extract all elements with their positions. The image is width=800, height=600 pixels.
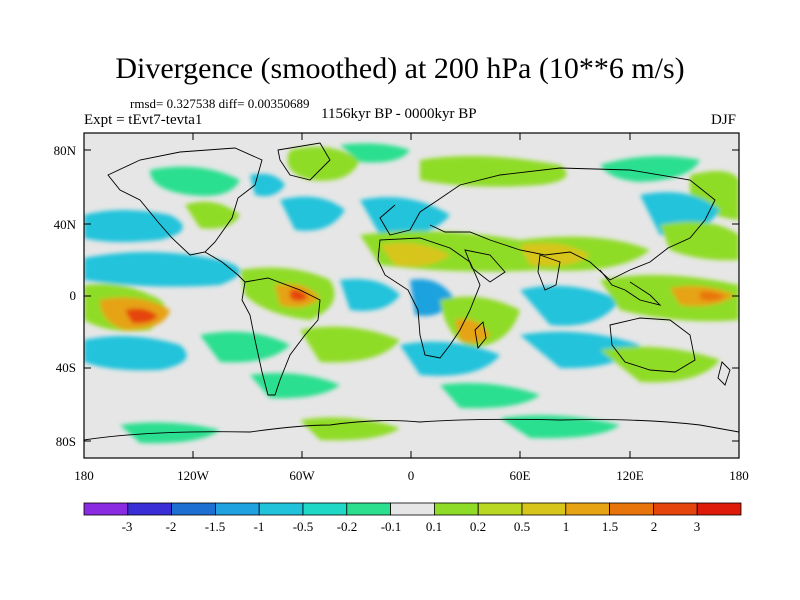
colorbar-swatch [565, 502, 610, 516]
field-patch [185, 201, 240, 229]
colorbar-swatch [302, 502, 348, 516]
coastline-india [537, 254, 561, 291]
field-patch [150, 166, 240, 196]
colorbar-label: 0.2 [470, 519, 486, 534]
field-patch [290, 289, 308, 301]
coastline-greenland [277, 142, 331, 181]
lon-label-60e: 60E [510, 468, 531, 483]
lon-label-120w: 120W [177, 468, 210, 483]
colorbar-swatch [653, 502, 698, 516]
colorbar [83, 502, 742, 516]
field-patch [600, 346, 720, 383]
experiment-label: Expt = tEvt7-tevta1 [84, 112, 203, 128]
colorbar-swatch [214, 502, 260, 516]
field-patch [84, 336, 187, 371]
field-patch [660, 221, 739, 261]
field-patch [200, 331, 290, 363]
colorbar-label: -0.5 [293, 519, 314, 534]
colorbar-label: -1.5 [205, 519, 226, 534]
coastline-central-america [204, 251, 246, 283]
colorbar-swatch [83, 502, 129, 516]
divergence-field [84, 142, 739, 444]
coastline-new-zealand [717, 361, 731, 386]
lon-label-180w: 180 [74, 468, 94, 483]
lat-label-80s: 80S [56, 434, 76, 449]
field-patch [440, 382, 540, 409]
field-patch [380, 242, 450, 267]
field-patch [340, 143, 410, 163]
colorbar-swatch [521, 502, 567, 516]
colorbar-label: 2 [651, 519, 658, 534]
colorbar-label: 1 [563, 519, 570, 534]
colorbar-label: 3 [694, 519, 701, 534]
lon-label-0: 0 [408, 468, 415, 483]
lon-label-120e: 120E [616, 468, 644, 483]
colorbar-swatch [258, 502, 304, 516]
colorbar-label: -1 [254, 519, 265, 534]
field-patch [520, 331, 640, 369]
colorbar-swatch [346, 502, 391, 516]
field-patch [125, 308, 158, 324]
axis-ticks [83, 133, 740, 458]
field-patch [84, 251, 240, 287]
colorbar-swatch [433, 502, 479, 516]
coastline-southeast-asia [599, 269, 662, 306]
colorbar-swatch [696, 502, 742, 516]
field-patch [500, 415, 620, 439]
lon-label-180e: 180 [729, 468, 749, 483]
colorbar-swatch [127, 502, 173, 516]
colorbar-label: 0.1 [426, 519, 442, 534]
field-patch [600, 156, 700, 182]
field-patch [300, 417, 400, 441]
plot-title: Divergence (smoothed) at 200 hPa (10**6 … [115, 52, 685, 85]
colorbar-labels: -3 -2 -1.5 -1 -0.5 -0.2 -0.1 0.1 0.2 0.5… [122, 519, 701, 534]
lat-label-40n: 40N [54, 217, 77, 232]
coastline-africa [377, 237, 481, 359]
colorbar-label: 1.5 [602, 519, 618, 534]
colorbar-label: -0.2 [337, 519, 358, 534]
coastline-australia [609, 317, 696, 373]
colorbar-swatch [390, 502, 435, 516]
field-patch [340, 279, 400, 311]
field-patch [84, 210, 183, 243]
field-patch [455, 319, 490, 344]
coastline-antarctica [84, 418, 739, 441]
colorbar-swatch [477, 502, 523, 516]
lat-label-0: 0 [70, 288, 77, 303]
coastline-arabia [464, 249, 506, 283]
field-patch [700, 291, 725, 301]
coastline-eurasia [379, 167, 716, 281]
lon-axis-labels: 180 120W 60W 0 60E 120E 180 [74, 468, 749, 483]
field-patch [420, 156, 567, 187]
coastline-madagascar [474, 321, 487, 350]
lat-label-80n: 80N [54, 143, 77, 158]
field-patch [400, 341, 500, 376]
colorbar-swatch [171, 502, 216, 516]
coastline-north-america [107, 147, 263, 256]
coastlines [84, 142, 739, 441]
period-label: 1156kyr BP - 0000kyr BP [321, 106, 477, 122]
lat-label-40s: 40S [56, 360, 76, 375]
field-patch [280, 196, 345, 231]
lat-axis-labels: 80N 40N 0 40S 80S [54, 143, 77, 449]
colorbar-label: -0.1 [381, 519, 402, 534]
season-label: DJF [711, 112, 737, 128]
field-patch [250, 372, 340, 399]
field-patch [287, 146, 360, 181]
field-patch [300, 326, 400, 363]
colorbar-label: -3 [122, 519, 133, 534]
colorbar-label: -2 [166, 519, 177, 534]
colorbar-label: 0.5 [514, 519, 530, 534]
field-patch [250, 173, 285, 197]
coastline-south-america [241, 277, 321, 396]
field-patch [600, 275, 739, 322]
field-patch [520, 242, 590, 267]
stats-label: rmsd= 0.327538 diff= 0.00350689 [130, 96, 310, 111]
field-patch [520, 285, 620, 326]
lon-label-60w: 60W [289, 468, 315, 483]
colorbar-swatch [609, 502, 654, 516]
